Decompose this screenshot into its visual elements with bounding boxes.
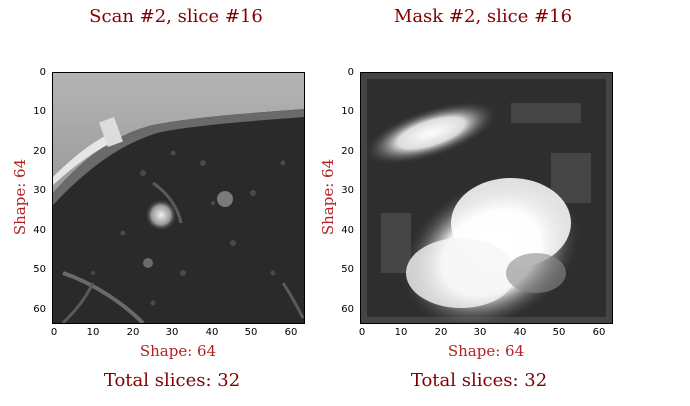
- mask-slice-image: [361, 73, 612, 323]
- scan-xtick: 10: [86, 327, 100, 338]
- mask-image: [360, 72, 613, 324]
- scan-ytick: 20: [33, 146, 46, 157]
- mask-xlabel: Shape: 64: [447, 342, 525, 360]
- mask-ytick: 50: [341, 264, 354, 275]
- mask-xtick: 50: [552, 327, 566, 338]
- scan-xtick: 20: [126, 327, 140, 338]
- mask-ytick: 30: [341, 185, 354, 196]
- scan-slice-image: [53, 73, 304, 323]
- scan-xtick: 30: [165, 327, 179, 338]
- scan-total-slices: Total slices: 32: [103, 370, 241, 391]
- scan-xtick: 0: [50, 327, 58, 338]
- scan-xtick: 50: [244, 327, 258, 338]
- mask-xtick: 40: [513, 327, 527, 338]
- mask-ytick: 10: [341, 106, 354, 117]
- scan-ytick: 10: [33, 106, 46, 117]
- mask-xtick: 10: [394, 327, 408, 338]
- mask-xtick: 0: [358, 327, 366, 338]
- scan-image: [52, 72, 305, 324]
- scan-ytick: 40: [33, 225, 46, 236]
- mask-ytick: 40: [341, 225, 354, 236]
- mask-xtick: 30: [473, 327, 487, 338]
- mask-ytick: 0: [347, 67, 354, 78]
- scan-ytick: 50: [33, 264, 46, 275]
- scan-ytick: 30: [33, 185, 46, 196]
- scan-xtick: 60: [284, 327, 298, 338]
- mask-ytick: 20: [341, 146, 354, 157]
- scan-ytick: 60: [33, 304, 46, 315]
- scan-xtick: 40: [205, 327, 219, 338]
- mask-ytick: 60: [341, 304, 354, 315]
- mask-title: Mask #2, slice #16: [393, 6, 573, 27]
- scan-xlabel: Shape: 64: [139, 342, 217, 360]
- mask-xtick: 20: [434, 327, 448, 338]
- scan-ytick: 0: [39, 67, 46, 78]
- scan-title: Scan #2, slice #16: [89, 6, 263, 27]
- mask-total-slices: Total slices: 32: [410, 370, 548, 391]
- mask-xtick: 60: [592, 327, 606, 338]
